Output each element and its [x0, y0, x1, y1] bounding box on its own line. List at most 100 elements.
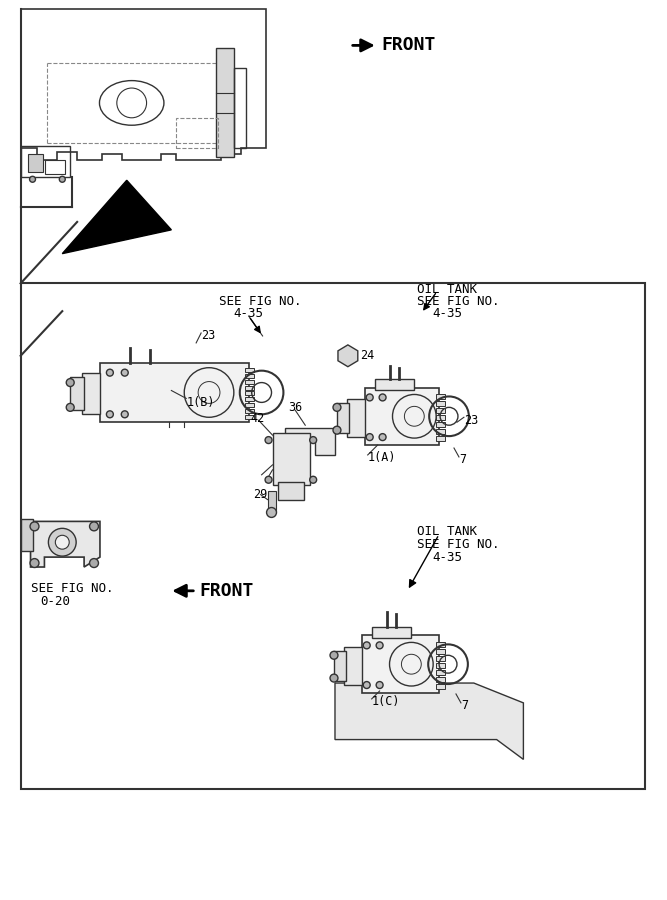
Circle shape [333, 403, 341, 411]
Circle shape [366, 434, 373, 441]
Circle shape [89, 559, 99, 568]
Bar [436, 429, 445, 434]
Bar [436, 401, 445, 407]
Text: 1(B): 1(B) [186, 396, 215, 409]
Circle shape [59, 176, 65, 182]
Circle shape [29, 176, 35, 182]
Bar [216, 49, 234, 158]
Circle shape [49, 528, 76, 556]
Circle shape [330, 674, 338, 682]
Bar [100, 363, 249, 422]
Bar [337, 403, 349, 433]
Bar [365, 388, 439, 445]
Bar [273, 433, 310, 485]
Circle shape [267, 508, 277, 518]
Text: OIL TANK: OIL TANK [418, 283, 478, 296]
Text: SEE FIG NO.: SEE FIG NO. [418, 294, 500, 308]
Circle shape [309, 436, 317, 444]
Bar [436, 677, 445, 682]
Text: 36: 36 [288, 400, 303, 414]
Text: 1(A): 1(A) [368, 452, 396, 464]
Circle shape [107, 369, 113, 376]
Text: SEE FIG NO.: SEE FIG NO. [31, 582, 113, 595]
Circle shape [309, 476, 317, 483]
Circle shape [66, 403, 74, 411]
Text: 0-20: 0-20 [41, 595, 71, 608]
Polygon shape [31, 521, 100, 567]
Text: 42: 42 [251, 412, 265, 425]
Polygon shape [285, 428, 335, 455]
Bar [347, 400, 365, 437]
Text: 29: 29 [253, 488, 267, 501]
Bar [436, 649, 445, 654]
Bar [245, 398, 253, 401]
Text: FRONT: FRONT [199, 581, 253, 599]
Bar [245, 392, 253, 395]
Circle shape [121, 410, 128, 418]
Bar [21, 284, 646, 789]
Bar [21, 519, 33, 551]
Circle shape [107, 410, 113, 418]
Bar [436, 409, 445, 413]
Circle shape [55, 536, 69, 549]
Text: 7: 7 [461, 699, 468, 713]
Polygon shape [62, 180, 171, 254]
Circle shape [364, 642, 370, 649]
Bar [267, 491, 277, 512]
Bar [436, 663, 445, 668]
Bar [176, 118, 218, 148]
Circle shape [121, 369, 128, 376]
Circle shape [379, 394, 386, 400]
Text: 24: 24 [360, 349, 374, 363]
Bar [344, 647, 362, 685]
Bar [21, 146, 70, 177]
Text: OIL TANK: OIL TANK [418, 525, 478, 538]
Text: SEE FIG NO.: SEE FIG NO. [219, 294, 301, 308]
Bar [436, 670, 445, 675]
Bar [436, 684, 445, 689]
Circle shape [265, 436, 272, 444]
Bar [436, 415, 445, 420]
Circle shape [376, 642, 383, 649]
Bar [362, 635, 439, 693]
Polygon shape [335, 683, 524, 760]
Bar [436, 394, 445, 400]
Bar [245, 385, 253, 390]
Circle shape [364, 681, 370, 688]
Bar [245, 380, 253, 383]
Text: 23: 23 [464, 414, 478, 427]
Bar [436, 656, 445, 662]
Text: 1(C): 1(C) [372, 696, 400, 708]
Bar [70, 376, 84, 410]
Bar [436, 643, 445, 647]
Circle shape [330, 652, 338, 659]
Bar [245, 368, 253, 372]
Text: 4-35: 4-35 [432, 307, 462, 320]
Bar [436, 422, 445, 427]
Text: SEE FIG NO.: SEE FIG NO. [418, 537, 500, 551]
Bar [245, 410, 253, 413]
Text: 4-35: 4-35 [432, 551, 462, 563]
Bar [245, 415, 253, 419]
Text: 7: 7 [459, 454, 466, 466]
Circle shape [66, 379, 74, 386]
Circle shape [366, 394, 373, 400]
Circle shape [30, 559, 39, 568]
Bar [372, 626, 412, 638]
Bar [234, 68, 245, 148]
Circle shape [265, 476, 272, 483]
Circle shape [333, 427, 341, 434]
Circle shape [89, 522, 99, 531]
Bar [278, 482, 304, 500]
Bar [82, 373, 100, 414]
Text: 4-35: 4-35 [234, 307, 264, 320]
Bar [245, 374, 253, 378]
Text: 23: 23 [201, 329, 215, 343]
Bar [27, 155, 43, 172]
Polygon shape [338, 345, 358, 366]
Bar [245, 403, 253, 408]
Bar [436, 436, 445, 441]
Circle shape [379, 434, 386, 441]
Bar [45, 160, 65, 175]
Bar [375, 379, 414, 391]
